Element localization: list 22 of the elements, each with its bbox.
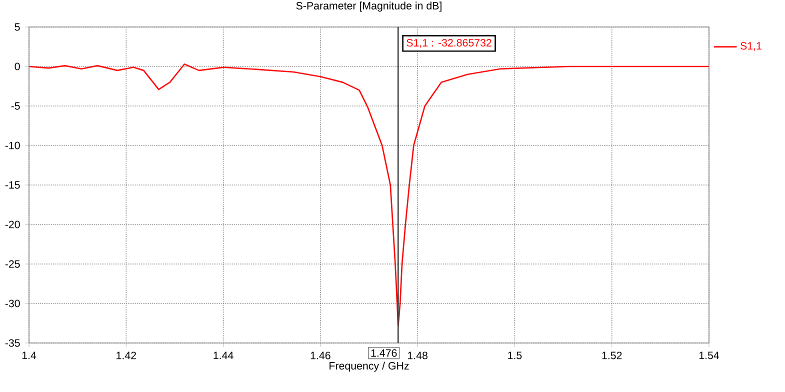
x-tick-label: 1.5 — [508, 352, 522, 360]
y-tick-label: -15 — [5, 181, 20, 189]
y-tick-label: -30 — [5, 300, 20, 308]
x-tick-label: 1.46 — [310, 352, 330, 360]
x-tick-label: 1.44 — [214, 352, 234, 360]
x-tick-label: 1.52 — [602, 352, 622, 360]
y-tick-label: 5 — [14, 23, 20, 31]
x-tick-label: 1.54 — [699, 352, 720, 360]
chart-title: S-Parameter [Magnitude in dB] — [296, 2, 442, 12]
y-tick-label: -35 — [5, 339, 20, 347]
ref-line-label: 1.476 — [371, 349, 397, 357]
x-tick-label: 1.42 — [116, 352, 136, 360]
x-axis-title: Frequency / GHz — [330, 362, 409, 372]
annotation: S1,1 : -32.865732 — [406, 38, 492, 48]
x-tick-label: 1.48 — [408, 352, 428, 360]
y-tick-label: -20 — [5, 220, 20, 228]
y-tick-label: -10 — [5, 142, 20, 150]
x-tick-label: 1.4 — [22, 352, 36, 360]
legend-label: S1,1 — [740, 42, 762, 51]
y-tick-label: 0 — [14, 62, 20, 70]
y-tick-label: -5 — [11, 102, 20, 110]
y-tick-label: -25 — [5, 260, 20, 268]
